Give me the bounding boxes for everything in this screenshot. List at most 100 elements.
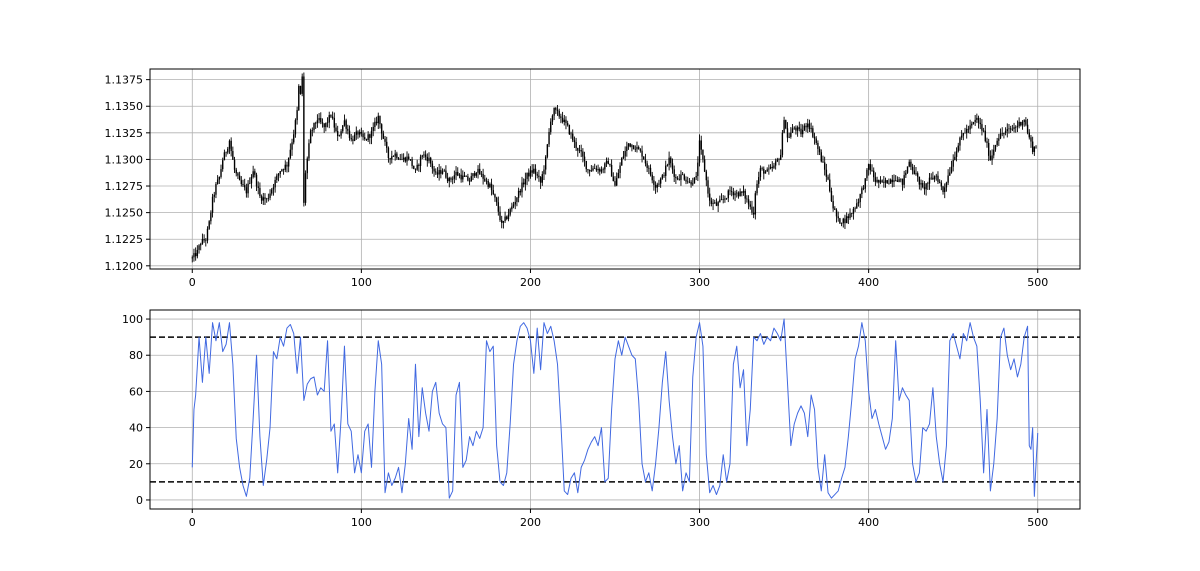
candle-body bbox=[874, 177, 877, 182]
candle-body bbox=[708, 193, 711, 201]
candle-body bbox=[299, 85, 302, 94]
candle-body bbox=[739, 191, 741, 197]
candle-body bbox=[568, 125, 571, 135]
candle-body bbox=[952, 159, 954, 167]
candle-body bbox=[585, 160, 587, 170]
candle-body bbox=[533, 168, 535, 173]
candle-body bbox=[646, 163, 648, 168]
candle-body bbox=[286, 164, 288, 167]
candle-body bbox=[925, 183, 927, 190]
candle-body bbox=[746, 198, 748, 200]
candle-body bbox=[763, 168, 765, 174]
candle-body bbox=[1031, 141, 1034, 152]
candle-body bbox=[878, 179, 880, 183]
candle-body bbox=[932, 177, 934, 180]
price-chart-panel: 0 100 200 300 400 500 1.1200 1.1225 1.1250 1.127… bbox=[105, 68, 1081, 289]
candle-body bbox=[986, 141, 988, 143]
candle-body bbox=[715, 202, 718, 206]
candle-body bbox=[906, 166, 909, 173]
candle-body bbox=[771, 166, 773, 168]
candle-body bbox=[524, 178, 527, 185]
candle-body bbox=[458, 174, 461, 176]
candle-body bbox=[357, 131, 359, 135]
candle-body bbox=[862, 188, 865, 189]
candle-body bbox=[369, 134, 371, 138]
candle-body bbox=[264, 197, 266, 200]
candle-body bbox=[636, 147, 638, 150]
candle-body bbox=[637, 147, 640, 150]
candle-body bbox=[477, 168, 479, 173]
candle-body bbox=[370, 130, 373, 138]
candle-body bbox=[484, 178, 486, 181]
candle-body bbox=[377, 115, 379, 124]
candle-body bbox=[780, 154, 782, 160]
candle-body bbox=[737, 192, 740, 197]
candle-body bbox=[358, 131, 361, 135]
candle-body bbox=[712, 202, 714, 204]
candle-body bbox=[1028, 132, 1030, 138]
x-tick-label: 500 bbox=[1027, 276, 1048, 289]
candle-body bbox=[654, 184, 657, 188]
candle-body bbox=[658, 183, 660, 185]
candle-body bbox=[818, 148, 821, 153]
candle-body bbox=[360, 131, 363, 134]
candle-body bbox=[700, 140, 702, 150]
candle-body bbox=[957, 145, 959, 152]
candle-body bbox=[937, 175, 939, 182]
candle-body bbox=[685, 179, 687, 182]
candle-body bbox=[873, 170, 875, 178]
candle-body bbox=[695, 176, 697, 178]
candle-body bbox=[243, 185, 246, 188]
candle-body bbox=[352, 139, 354, 141]
candle-body bbox=[438, 170, 440, 175]
candle-body bbox=[981, 124, 983, 131]
candle-body bbox=[347, 128, 349, 131]
oscillator-reference-lines bbox=[150, 336, 1080, 483]
candle-body bbox=[632, 145, 635, 150]
candle-body bbox=[668, 157, 670, 166]
candle-body bbox=[303, 76, 305, 203]
candle-body bbox=[238, 175, 241, 181]
candle-body bbox=[408, 156, 410, 160]
candle-body bbox=[795, 127, 797, 131]
candle-body bbox=[774, 161, 777, 166]
candle-body bbox=[321, 122, 324, 124]
candle-body bbox=[644, 159, 647, 164]
candle-body bbox=[764, 171, 767, 174]
candle-body bbox=[702, 149, 704, 160]
candle-body bbox=[659, 178, 662, 184]
candle-body bbox=[1003, 133, 1005, 135]
candle-body bbox=[526, 172, 528, 179]
candle-body bbox=[605, 160, 608, 164]
candle-body bbox=[201, 238, 204, 245]
candle-body bbox=[1021, 121, 1024, 126]
candle-body bbox=[441, 171, 444, 174]
candle-body bbox=[382, 133, 385, 139]
candle-body bbox=[597, 168, 599, 171]
candle-body bbox=[687, 181, 689, 183]
candle-body bbox=[894, 180, 897, 181]
candle-body bbox=[969, 125, 971, 130]
candle-body bbox=[342, 125, 344, 132]
candle-body bbox=[551, 115, 554, 122]
candle-body bbox=[416, 164, 418, 170]
candle-body bbox=[665, 165, 667, 176]
y-tick-label: 60 bbox=[129, 385, 143, 398]
candle-body bbox=[631, 145, 633, 147]
candle-body bbox=[671, 163, 674, 170]
candle-body bbox=[911, 166, 914, 171]
candle-body bbox=[732, 192, 735, 196]
candle-body bbox=[920, 183, 922, 185]
candle-body bbox=[639, 149, 642, 151]
candle-body bbox=[1011, 128, 1014, 130]
price-chart-x-ticks: 0 100 200 300 400 500 bbox=[189, 269, 1048, 289]
candle-body bbox=[544, 156, 547, 170]
candle-body bbox=[643, 156, 645, 160]
candle-body bbox=[489, 183, 491, 187]
candle-body bbox=[752, 212, 755, 215]
candle-body bbox=[451, 178, 454, 180]
candle-body bbox=[947, 175, 949, 183]
y-tick-label: 1.1250 bbox=[105, 207, 144, 220]
candle-body bbox=[522, 182, 525, 185]
candle-body bbox=[306, 158, 308, 174]
